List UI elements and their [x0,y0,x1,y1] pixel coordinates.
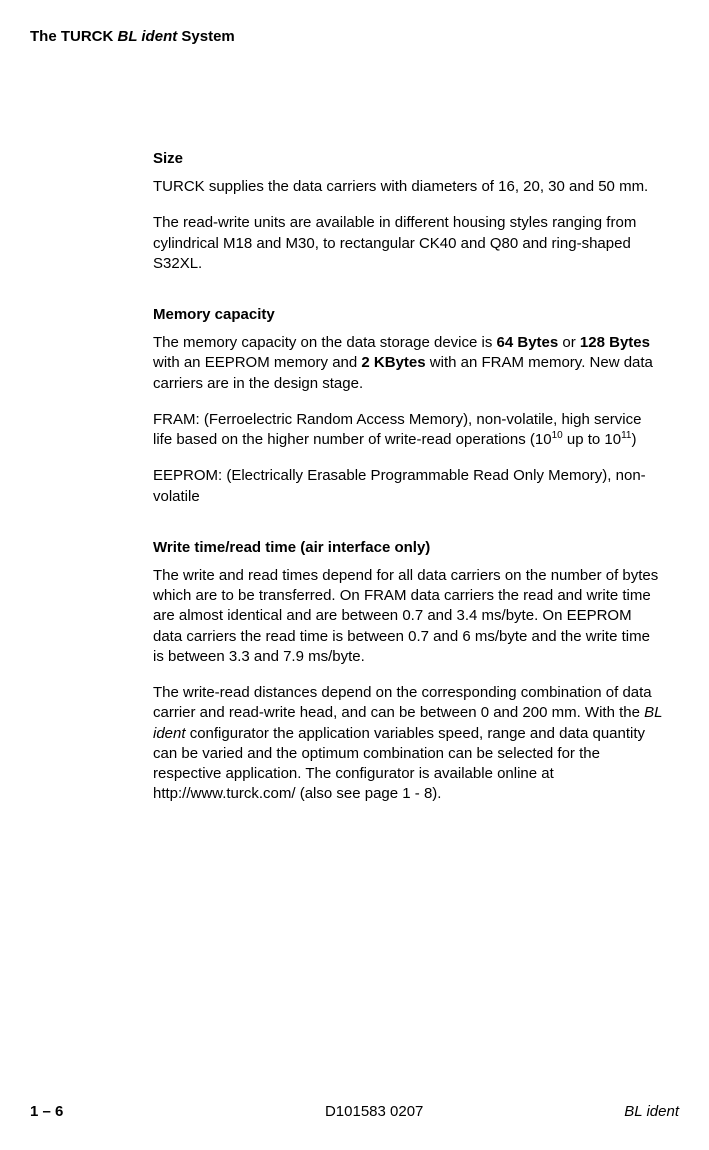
memory-heading: Memory capacity [153,306,663,323]
writetime-p2: The write-read distances depend on the c… [153,683,663,805]
memory-p1-c: or [558,334,580,351]
memory-p3: EEPROM: (Electrically Erasable Programma… [153,466,663,507]
memory-p2-sup1: 10 [552,430,563,441]
memory-p1: The memory capacity on the data storage … [153,333,663,394]
header-suffix: System [177,28,235,45]
footer-product: BL ident [624,1103,679,1120]
memory-p2: FRAM: (Ferroelectric Random Access Memor… [153,410,663,451]
content-body: Size TURCK supplies the data carriers wi… [153,150,663,821]
page-header: The TURCK BL ident System [30,28,235,45]
size-p2: The read-write units are available in di… [153,213,663,274]
memory-p1-b2: 128 Bytes [580,334,650,351]
memory-p1-a: The memory capacity on the data storage … [153,334,497,351]
writetime-p1: The write and read times depend for all … [153,566,663,667]
writetime-p2-a: The write-read distances depend on the c… [153,684,652,721]
writetime-heading: Write time/read time (air interface only… [153,539,663,556]
writetime-p2-b: configurator the application variables s… [153,725,645,803]
memory-p1-b1: 64 Bytes [497,334,559,351]
memory-p2-sup2: 11 [621,430,631,441]
footer-doc-id: D101583 0207 [325,1103,423,1120]
memory-p1-b3: 2 KBytes [361,354,425,371]
size-heading: Size [153,150,663,167]
size-p1: TURCK supplies the data carriers with di… [153,177,663,197]
footer-page-number: 1 – 6 [30,1103,63,1120]
header-italic: BL ident [118,28,178,45]
header-prefix: The TURCK [30,28,118,45]
memory-p2-c: ) [631,431,636,448]
memory-p2-b: up to 10 [563,431,621,448]
page-footer: 1 – 6 D101583 0207 BL ident [30,1103,679,1120]
memory-p1-d: with an EEPROM memory and [153,354,361,371]
